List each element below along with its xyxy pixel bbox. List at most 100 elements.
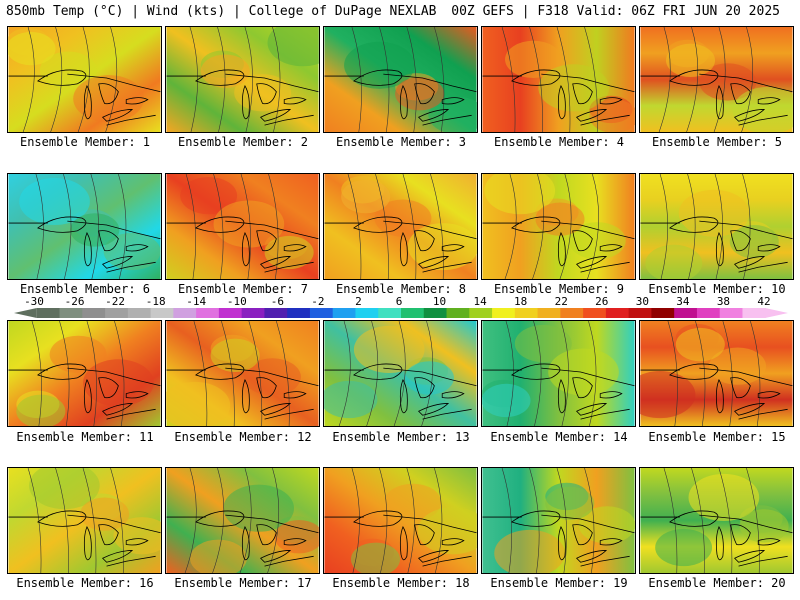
temperature-field-map <box>8 321 161 426</box>
temperature-field-map <box>8 27 161 132</box>
temperature-field-map <box>482 174 635 279</box>
colorbar-swatch <box>492 308 516 318</box>
ensemble-panel-12 <box>165 320 320 427</box>
colorbar-max-arrow <box>765 308 788 318</box>
colorbar-swatch <box>332 308 356 318</box>
colorbar-swatch <box>378 308 402 318</box>
colorbar-tick-label: -18 <box>145 295 166 308</box>
colorbar-swatch <box>423 308 448 318</box>
great-lakes-outline <box>8 69 161 126</box>
colorbar-swatch <box>82 308 106 318</box>
temperature-field-map <box>640 321 793 426</box>
great-lakes-outline <box>324 510 477 567</box>
colorbar-tick-label: 10 <box>432 295 447 308</box>
temperature-field-map <box>482 321 635 426</box>
temperature-field-map <box>640 27 793 132</box>
colorbar-swatch <box>287 308 311 318</box>
great-lakes-outline <box>324 216 477 273</box>
colorbar-swatch <box>742 308 766 318</box>
great-lakes-outline <box>640 363 793 420</box>
ensemble-member-caption: Ensemble Member: 3 <box>335 135 467 149</box>
colorbar-swatch <box>537 308 561 318</box>
ensemble-panel-10 <box>639 173 794 280</box>
ensemble-member-caption: Ensemble Member: 8 <box>335 282 467 296</box>
colorbar-swatch <box>309 308 334 318</box>
colorbar-swatch <box>514 308 539 318</box>
height-contours <box>189 27 281 132</box>
ensemble-member-caption: Ensemble Member: 9 <box>493 282 625 296</box>
colorbar-tick-label: 22 <box>554 295 568 308</box>
colorbar-swatch <box>719 308 743 318</box>
temperature-field-map <box>166 321 319 426</box>
temperature-field-map <box>324 468 477 573</box>
temperature-field-map <box>324 27 477 132</box>
height-contours <box>35 174 127 279</box>
ensemble-member-caption: Ensemble Member: 19 <box>490 576 628 590</box>
colorbar-tick-label: -30 <box>24 295 44 308</box>
colorbar-tick-label: -6 <box>270 295 284 308</box>
great-lakes-outline <box>166 69 319 126</box>
ensemble-panel-18 <box>323 467 478 574</box>
colorbar-swatch <box>105 308 129 318</box>
ensemble-panel-19 <box>481 467 636 574</box>
great-lakes-outline <box>482 216 635 273</box>
ensemble-panel-13 <box>323 320 478 427</box>
height-contours <box>27 468 124 573</box>
colorbar-swatch <box>651 308 675 318</box>
great-lakes-outline <box>640 216 793 273</box>
height-contours <box>184 468 280 573</box>
ensemble-panel-9 <box>481 173 636 280</box>
colorbar-tick-label: 26 <box>595 295 609 308</box>
colorbar-swatch <box>674 308 698 318</box>
colorbar-tick-label: -22 <box>105 295 126 308</box>
map-title: 850mb Temp (°C) | Wind (kts) | College o… <box>6 4 437 19</box>
ensemble-panel-7 <box>165 173 320 280</box>
great-lakes-outline <box>324 363 477 420</box>
colorbar-swatch <box>264 308 288 318</box>
colorbar-tick-label: 6 <box>395 295 403 308</box>
great-lakes-outline <box>640 510 793 567</box>
ensemble-panel-20 <box>639 467 794 574</box>
colorbar-swatch <box>401 308 425 318</box>
ensemble-member-caption: Ensemble Member: 10 <box>648 282 786 296</box>
height-contours <box>501 27 598 132</box>
height-contours <box>31 321 125 426</box>
colorbar-tick-label: 34 <box>676 295 690 308</box>
colorbar-swatch <box>36 308 61 318</box>
ensemble-panel-16 <box>7 467 162 574</box>
great-lakes-outline <box>8 363 161 420</box>
temperature-field-map <box>8 468 161 573</box>
ensemble-panel-15 <box>639 320 794 427</box>
colorbar-swatch <box>218 308 243 318</box>
great-lakes-outline <box>8 510 161 567</box>
great-lakes-outline <box>8 216 161 273</box>
ensemble-member-caption: Ensemble Member: 2 <box>177 135 309 149</box>
great-lakes-outline <box>166 510 319 567</box>
model-run-valid-time: 00Z GEFS | F318 Valid: 06Z FRI JUN 20 20… <box>451 4 780 19</box>
colorbar-swatch <box>628 308 652 318</box>
great-lakes-outline <box>324 69 477 126</box>
temperature-field-map <box>166 27 319 132</box>
colorbar-tick-label: -2 <box>311 295 325 308</box>
ensemble-member-caption: Ensemble Member: 13 <box>332 430 470 444</box>
ensemble-panel-6 <box>7 173 162 280</box>
temperature-field-map <box>640 468 793 573</box>
ensemble-member-caption: Ensemble Member: 7 <box>177 282 309 296</box>
colorbar-swatch <box>241 308 265 318</box>
temperature-field-map <box>166 468 319 573</box>
colorbar-min-arrow <box>14 308 37 318</box>
colorbar-swatch <box>446 308 470 318</box>
height-contours <box>667 321 761 426</box>
colorbar-swatch <box>560 308 584 318</box>
colorbar-tick-label: 2 <box>355 295 362 308</box>
ensemble-panel-5 <box>639 26 794 133</box>
colorbar-tick-label: 38 <box>716 295 731 308</box>
colorbar-scale <box>14 308 788 318</box>
ensemble-member-caption: Ensemble Member: 12 <box>174 430 312 444</box>
colorbar-tick-label: 42 <box>757 295 771 308</box>
ensemble-panel-4 <box>481 26 636 133</box>
colorbar-tick-label: 14 <box>473 295 487 308</box>
ensemble-panel-14 <box>481 320 636 427</box>
colorbar-swatch <box>150 308 174 318</box>
great-lakes-outline <box>482 69 635 126</box>
